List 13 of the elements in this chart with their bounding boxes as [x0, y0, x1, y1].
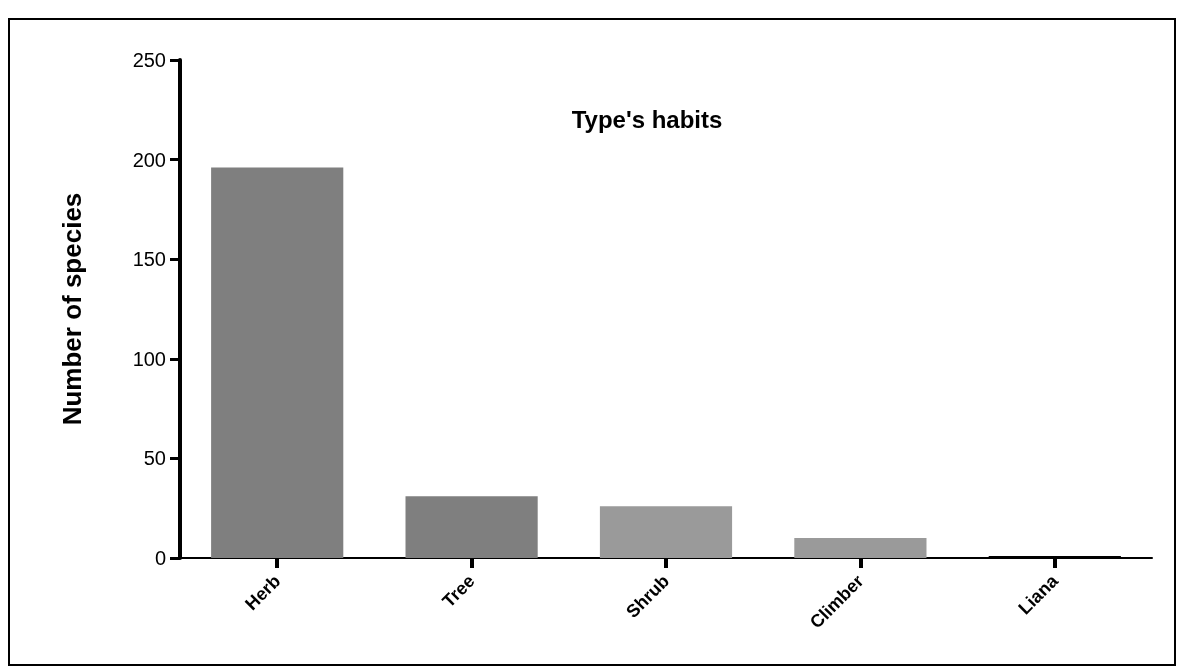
y-tick-label: 250 — [132, 49, 166, 71]
y-tick-label: 200 — [132, 148, 166, 171]
x-tick-label: Tree — [438, 570, 479, 612]
bar — [211, 167, 344, 558]
y-tick-label: 150 — [132, 248, 166, 271]
y-tick-label: 0 — [154, 547, 166, 569]
y-tick-label: 50 — [143, 447, 166, 470]
y-axis-title: Number of species — [57, 192, 87, 426]
bar — [599, 506, 733, 558]
bar — [405, 496, 538, 558]
bar — [794, 538, 927, 558]
y-tick-label: 100 — [132, 347, 166, 370]
text: Type's habits — [571, 105, 723, 133]
